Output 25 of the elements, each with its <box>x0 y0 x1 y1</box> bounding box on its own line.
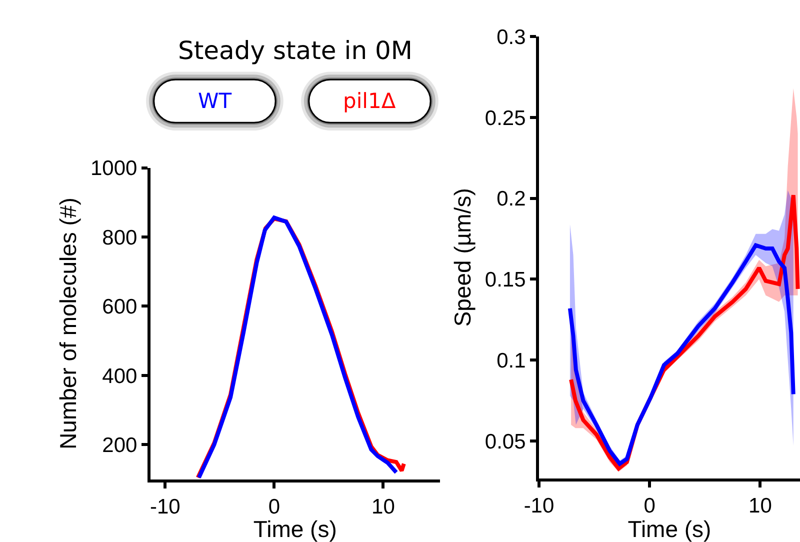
y-tick-label: 600 <box>102 296 138 319</box>
text: pil1Δ <box>343 89 396 113</box>
y-tick-label: 0.1 <box>496 350 526 373</box>
y-axis-title: Speed (µm/s) <box>449 188 476 327</box>
x-tick-label: 10 <box>748 494 772 518</box>
y-tick-label: 400 <box>102 364 138 388</box>
x-tick-label: 10 <box>372 496 395 518</box>
y-tick-label: 800 <box>102 226 138 250</box>
y-tick-label: 200 <box>102 434 138 458</box>
y-tick-label: 0.15 <box>484 268 526 292</box>
y-tick-label: 0.3 <box>496 26 526 49</box>
x-axis-title: Time (s) <box>628 516 712 542</box>
chart-title: Steady state in 0M <box>178 36 412 65</box>
text: WT <box>198 89 232 113</box>
y-axis-title: Number of molecules (#) <box>54 198 81 450</box>
x-tick-label: -10 <box>524 494 554 518</box>
x-tick-label: 0 <box>268 496 280 518</box>
y-tick-label: 1000 <box>90 157 138 180</box>
x-tick-label: 0 <box>644 494 656 518</box>
y-tick-label: 0.2 <box>496 188 526 211</box>
y-tick-label: 0.25 <box>484 106 526 130</box>
line-series <box>568 243 796 466</box>
x-axis-title: Time (s) <box>253 516 337 542</box>
y-tick-label: 0.05 <box>484 430 526 454</box>
x-tick-label: -10 <box>150 496 180 518</box>
